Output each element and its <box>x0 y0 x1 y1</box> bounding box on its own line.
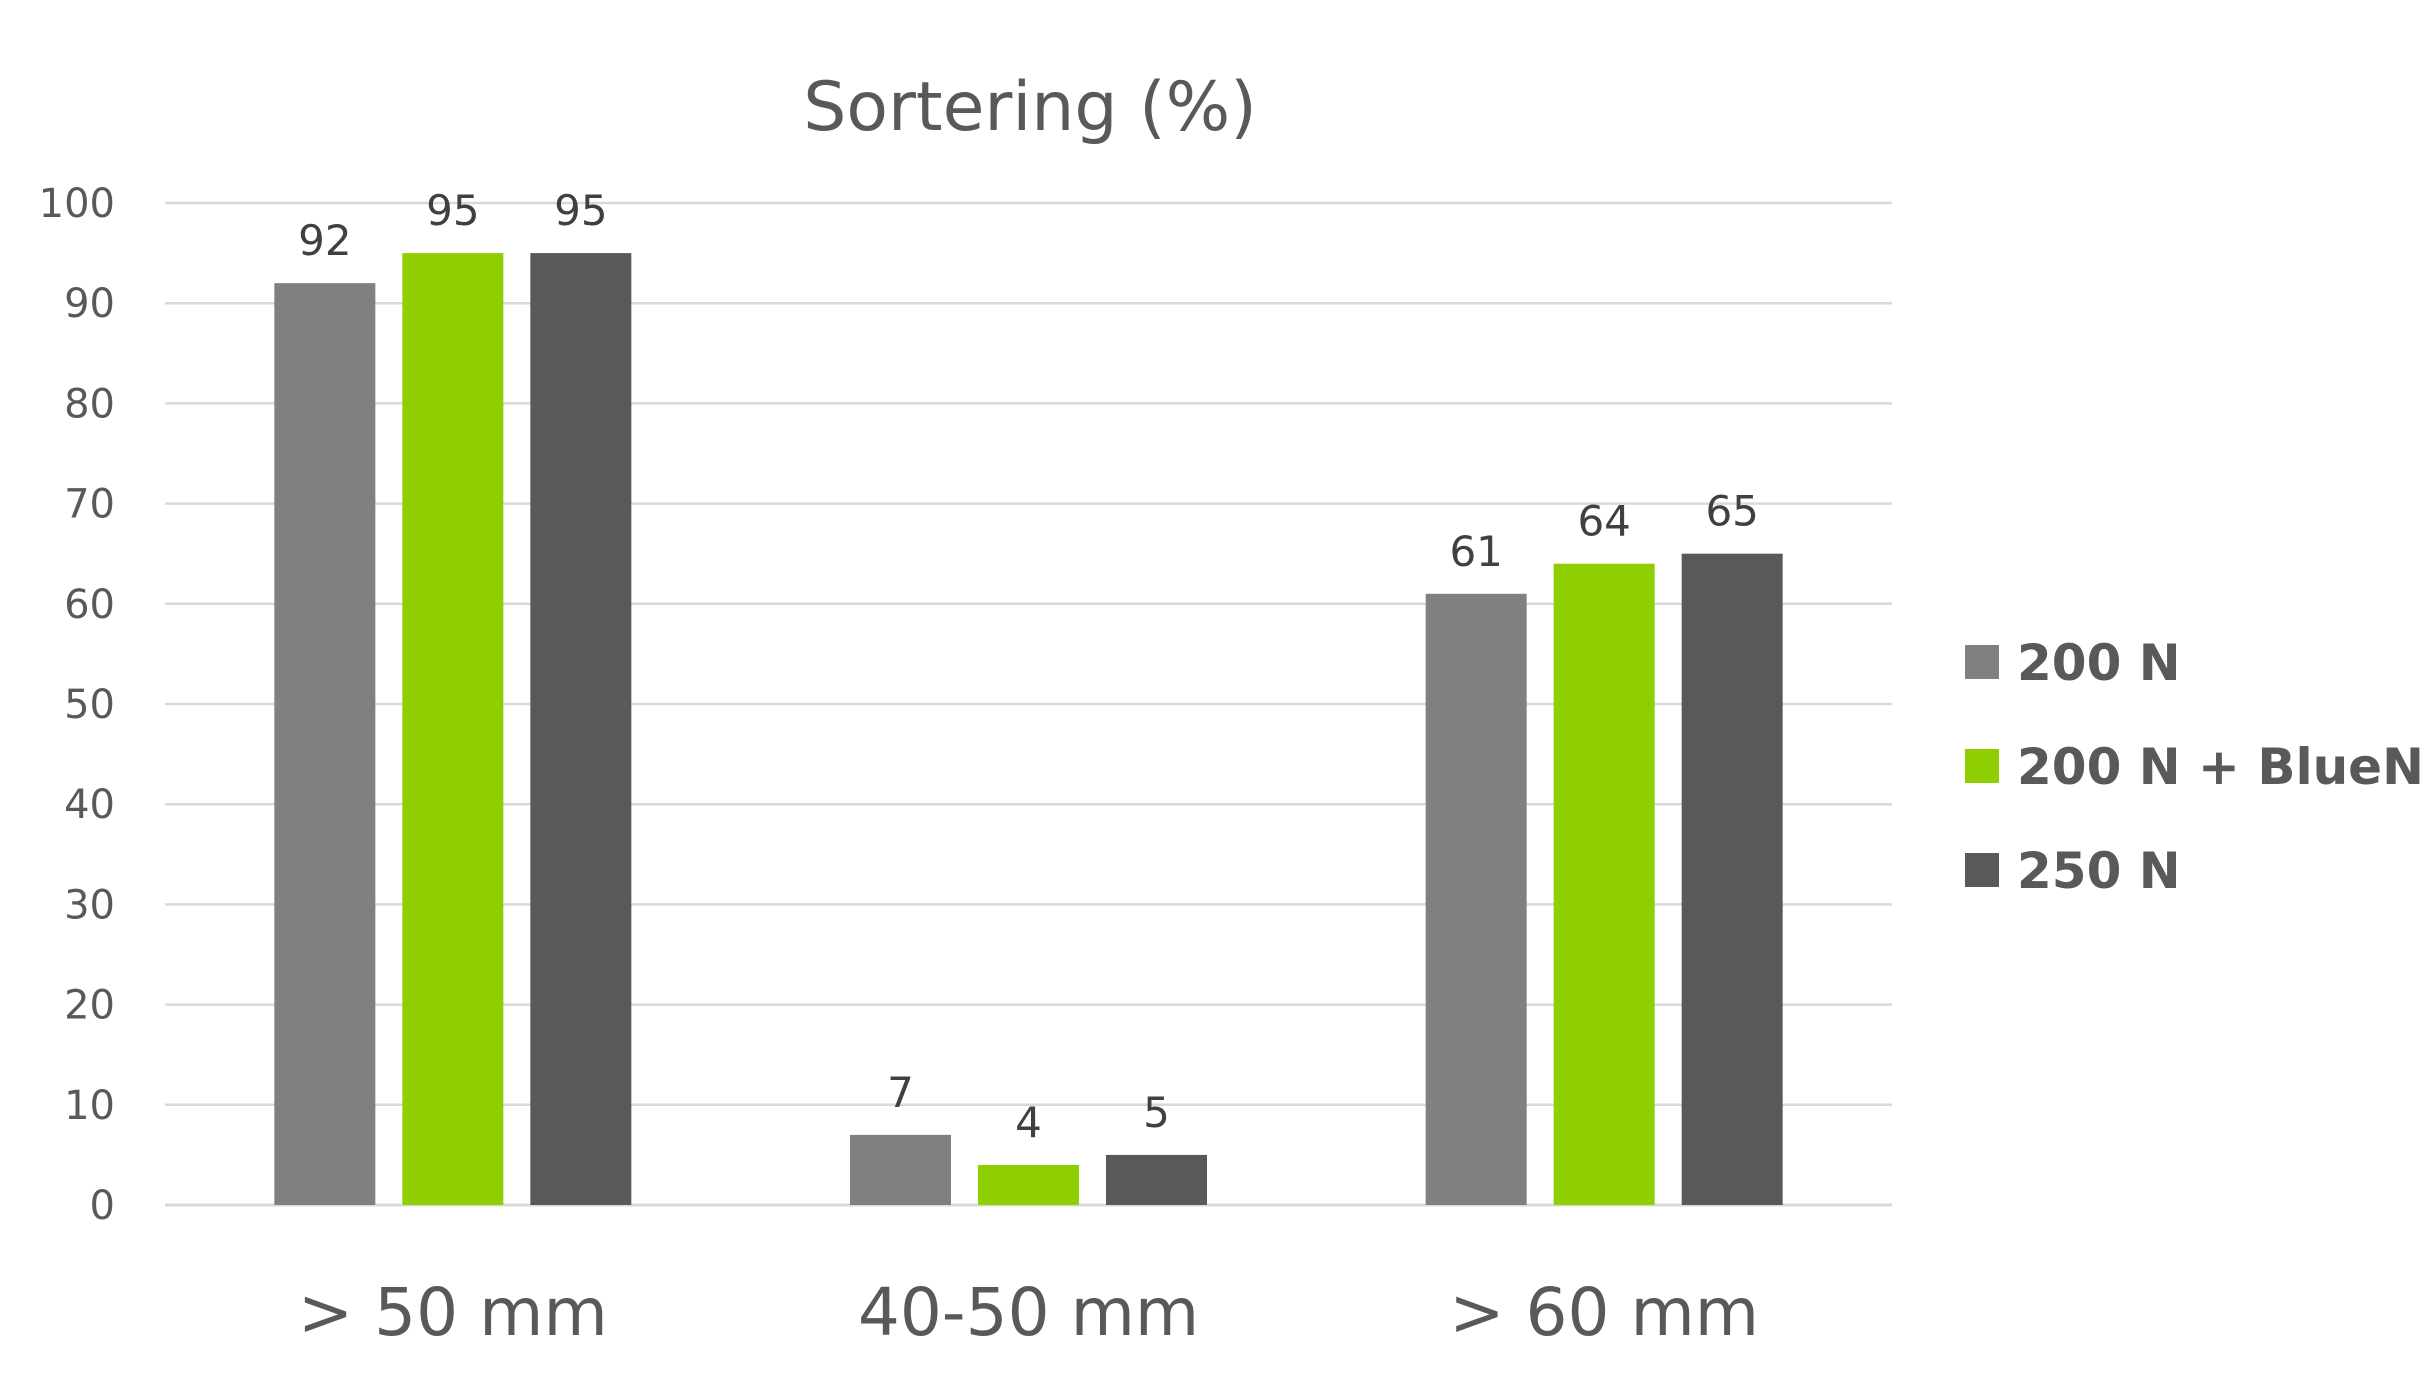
data-label: 7 <box>887 1068 914 1117</box>
data-label: 64 <box>1577 497 1630 546</box>
y-tick-label: 80 <box>64 381 115 427</box>
y-tick-label: 70 <box>64 482 115 528</box>
data-labels: 92 95 95 7 4 5 61 64 65 <box>298 186 1759 1147</box>
bar <box>530 253 632 1206</box>
legend-label: 200 N <box>2017 634 2181 692</box>
data-label: 61 <box>1449 527 1502 576</box>
y-tick-label: 20 <box>64 983 115 1029</box>
y-tick-label: 40 <box>64 782 115 828</box>
bar <box>1425 593 1527 1205</box>
bars <box>274 253 1783 1206</box>
legend-swatch <box>1965 853 1999 887</box>
x-tick-label: > 60 mm <box>1449 1274 1759 1351</box>
y-tick-label: 100 <box>39 181 115 227</box>
data-label: 95 <box>554 186 607 235</box>
y-tick-label: 0 <box>90 1183 115 1229</box>
legend-swatch <box>1965 749 1999 783</box>
y-tick-label: 30 <box>64 882 115 928</box>
y-tick-label: 50 <box>64 682 115 728</box>
bar <box>978 1164 1079 1205</box>
y-tick-label: 10 <box>64 1083 115 1129</box>
data-label: 65 <box>1705 487 1758 536</box>
bar <box>274 283 376 1205</box>
data-label: 4 <box>1015 1098 1042 1147</box>
legend-swatch <box>1965 645 1999 679</box>
x-tick-label: > 50 mm <box>298 1274 608 1351</box>
x-axis-tick-labels: > 50 mm 40-50 mm > 60 mm <box>298 1274 1759 1351</box>
bar <box>402 253 504 1206</box>
legend-label: 200 N + BlueN <box>2017 738 2424 796</box>
chart-title: Sortering (%) <box>803 68 1257 147</box>
legend-label: 250 N <box>2017 842 2181 900</box>
y-tick-label: 60 <box>64 582 115 628</box>
x-tick-label: 40-50 mm <box>858 1274 1199 1351</box>
bar <box>850 1134 951 1205</box>
y-tick-label: 90 <box>64 281 115 327</box>
legend: 200 N 200 N + BlueN 250 N <box>1965 634 2424 900</box>
bar <box>1553 563 1655 1205</box>
data-label: 5 <box>1143 1088 1170 1137</box>
data-label: 92 <box>298 216 351 265</box>
bar <box>1681 553 1783 1205</box>
data-label: 95 <box>426 186 479 235</box>
bar <box>1106 1154 1207 1205</box>
y-axis-tick-labels: 0 10 20 30 40 50 60 70 80 90 100 <box>39 181 115 1229</box>
